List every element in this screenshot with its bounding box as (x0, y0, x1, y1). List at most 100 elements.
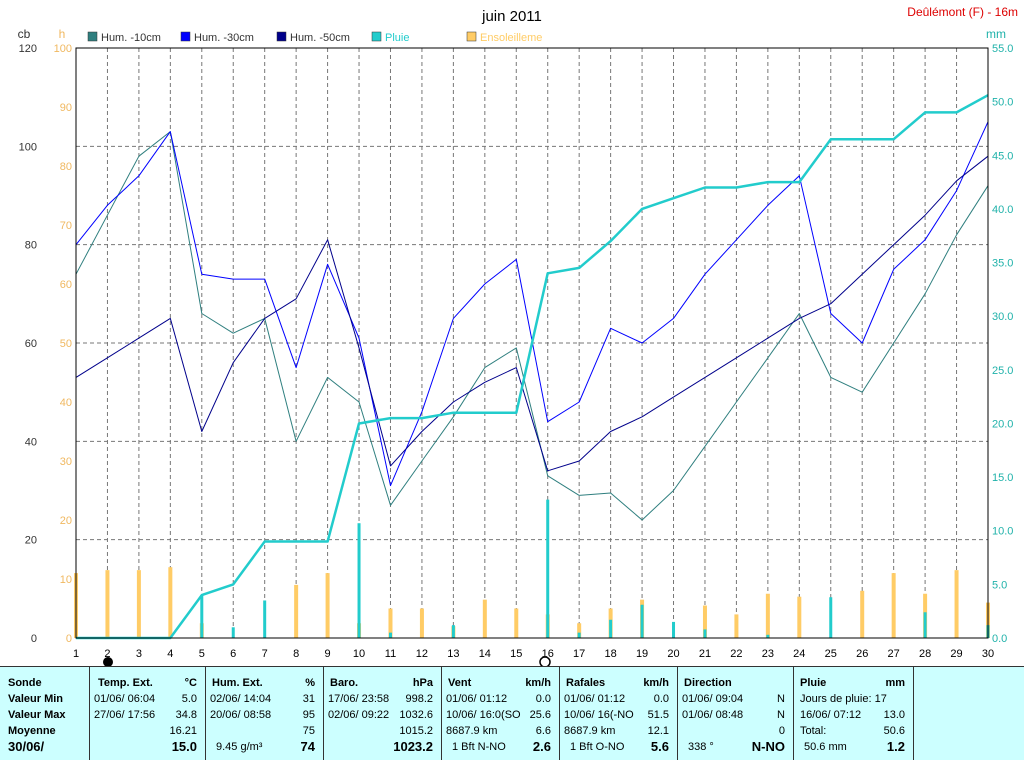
sun-tick-label: 50 (60, 338, 72, 350)
baro-max-value: 1032.6 (399, 709, 433, 721)
rain-bar (388, 632, 392, 638)
pluie-current: 1.2 (886, 739, 905, 754)
rain-bar (357, 523, 361, 638)
weather-chart: juin 2011 Deûlémont (F) - 16m Hum. -10cm… (18, 5, 1018, 666)
hum-current: 74 (300, 739, 315, 754)
vent-current: 2.6 (532, 739, 551, 754)
hum-max-date: 20/06/ 08:58 (210, 709, 272, 721)
x-tick-label: 7 (262, 648, 268, 660)
row-label-date: 30/06/ (8, 739, 45, 754)
right-tick-label: 0.0 (992, 633, 1007, 645)
sunshine-bar (860, 590, 865, 638)
hum-10cm-line (75, 131, 989, 521)
empty-column (914, 667, 1024, 760)
sunshine-bar (765, 593, 770, 638)
sun-tick-label: 20 (60, 515, 72, 527)
right-tick-label: 25.0 (992, 365, 1013, 377)
dir-degrees: 338 ° (688, 741, 714, 753)
left-tick-label: 0 (31, 633, 37, 645)
cursor-marker-icon[interactable] (539, 656, 551, 666)
temp-current: 15.0 (171, 739, 197, 754)
direction-column: Direction 01/06/ 09:04 N 01/06/ 08:48 N 0 … (678, 667, 794, 760)
sunshine-bar (105, 570, 110, 638)
vent-beaufort: 1 Bft N-NO (452, 741, 506, 753)
pluie-total-value: 50.6 (883, 725, 905, 737)
vent-max-value: 25.6 (529, 709, 551, 721)
row-label-max: Valeur Max (8, 709, 66, 721)
pluie-total-label: Total: (800, 725, 827, 737)
scroll-markers (103, 656, 551, 666)
rafales-avg: 12.1 (647, 725, 669, 737)
temp-title: Temp. Ext. (98, 677, 153, 689)
dir-current: N-NO (751, 739, 785, 754)
x-tick-label: 13 (447, 648, 459, 660)
x-tick-label: 5 (199, 648, 205, 660)
vent-avg: 6.6 (535, 725, 551, 737)
x-tick-label: 19 (636, 648, 648, 660)
left-axis-unit: cb (18, 27, 31, 41)
stats-panel: Sonde Valeur Min Valeur Max Moyenne 30/0… (0, 666, 1024, 760)
hum-title: Hum. Ext. (212, 677, 263, 689)
vent-column: Vent km/h 01/06/ 01:12 0.0 10/06/ 16:0(SO 2… (442, 667, 560, 760)
right-tick-label: 40.0 (992, 204, 1013, 216)
sonde-column: Sonde Valeur Min Valeur Max Moyenne 30/0… (0, 667, 90, 760)
pluie-title: Pluie (800, 677, 827, 689)
temp-min-date: 01/06/ 06:04 (94, 693, 156, 705)
sunshine-bar (734, 614, 739, 638)
left-tick-label: 20 (25, 535, 37, 547)
vent-title: Vent (448, 677, 472, 689)
x-tick-label: 25 (825, 648, 837, 660)
chart-grid (75, 47, 989, 638)
left-tick-label: 80 (25, 240, 37, 252)
rain-bar (200, 595, 204, 638)
rain-cumulative-line (76, 94, 989, 640)
temp-max-date: 27/06/ 17:56 (94, 709, 156, 721)
left-tick-label: 120 (19, 43, 37, 55)
sun-tick-label: 30 (60, 456, 72, 468)
legend-label: Pluie (385, 32, 409, 44)
sun-tick-label: 40 (60, 397, 72, 409)
baro-column: Baro. hPa 17/06/ 23:58 998.2 02/06/ 09:22 1… (324, 667, 442, 760)
rain-bar (923, 612, 927, 638)
legend-swatch (371, 31, 382, 42)
x-tick-label: 22 (730, 648, 742, 660)
baro-unit: hPa (412, 677, 433, 689)
temp-avg: 16.21 (169, 725, 197, 737)
legend-swatch (466, 31, 477, 42)
pluie-max-value: 13.0 (883, 709, 905, 721)
pluie-days: Jours de pluie: 17 (800, 693, 887, 705)
rafales-unit: km/h (643, 677, 669, 689)
right-tick-label: 50.0 (992, 97, 1013, 109)
x-tick-label: 30 (982, 648, 994, 660)
right-tick-label: 5.0 (992, 579, 1007, 591)
legend-swatch (180, 31, 191, 42)
x-tick-label: 17 (573, 648, 585, 660)
x-tick-label: 1 (73, 648, 79, 660)
sun-tick-label: 80 (60, 161, 72, 173)
vent-max-date: 10/06/ 16:0(SO (446, 709, 521, 721)
dir-min-date: 01/06/ 09:04 (682, 693, 744, 705)
sunshine-bar (325, 573, 330, 638)
rain-bar (609, 619, 613, 638)
right-tick-label: 45.0 (992, 150, 1013, 162)
legend-label: Hum. -10cm (101, 32, 161, 44)
x-tick-label: 11 (385, 648, 396, 660)
x-tick-label: 6 (230, 648, 236, 660)
plot-frame (75, 47, 989, 639)
day-marker-icon[interactable] (103, 657, 113, 666)
row-label-avg: Moyenne (8, 725, 56, 737)
pluie-sum: 50.6 mm (804, 741, 847, 753)
x-tick-label: 2 (104, 648, 110, 660)
hum-30cm-line (75, 121, 989, 487)
x-tick-label: 20 (667, 648, 679, 660)
x-tick-label: 10 (353, 648, 365, 660)
chart-bars (74, 499, 990, 638)
sunshine-bar (797, 596, 802, 638)
rafales-column: Rafales km/h 01/06/ 01:12 0.0 10/06/ 16(-N… (560, 667, 678, 760)
sunshine-bar (136, 570, 141, 638)
sunshine-bar (514, 608, 519, 638)
hum-50cm-line (75, 155, 989, 472)
rafales-min-value: 0.0 (653, 693, 669, 705)
legend-label: Hum. -50cm (290, 32, 350, 44)
rafales-title: Rafales (566, 677, 606, 689)
